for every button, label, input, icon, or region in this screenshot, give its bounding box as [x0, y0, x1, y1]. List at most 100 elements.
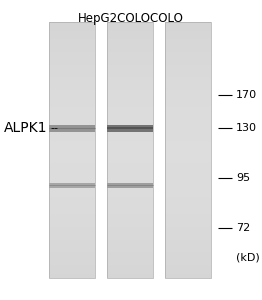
Bar: [107, 244, 153, 248]
Bar: [165, 43, 211, 48]
Bar: [165, 150, 211, 154]
Bar: [165, 112, 211, 116]
Bar: [49, 184, 95, 188]
Bar: [49, 248, 95, 252]
Bar: [165, 22, 211, 278]
Bar: [165, 223, 211, 227]
Bar: [49, 197, 95, 201]
Bar: [165, 176, 211, 180]
Bar: [165, 146, 211, 150]
Bar: [49, 124, 95, 129]
Text: 130: 130: [236, 123, 257, 133]
Bar: [49, 82, 95, 86]
Bar: [165, 116, 211, 120]
Bar: [49, 129, 95, 133]
Bar: [165, 133, 211, 137]
Bar: [107, 133, 153, 137]
Bar: [107, 124, 153, 129]
Bar: [107, 60, 153, 65]
Bar: [49, 257, 95, 261]
Bar: [49, 60, 95, 65]
Bar: [107, 180, 153, 184]
Bar: [165, 90, 211, 94]
Bar: [49, 120, 95, 124]
Bar: [49, 261, 95, 265]
Bar: [165, 163, 211, 167]
Bar: [107, 65, 153, 69]
Bar: [49, 227, 95, 231]
Bar: [107, 171, 153, 176]
Bar: [49, 77, 95, 82]
Bar: [165, 197, 211, 201]
Bar: [49, 154, 95, 158]
Bar: [49, 142, 95, 146]
Bar: [107, 103, 153, 107]
Bar: [107, 210, 153, 214]
Bar: [165, 129, 211, 133]
Bar: [165, 86, 211, 90]
Bar: [165, 227, 211, 231]
Bar: [49, 158, 95, 163]
Bar: [165, 31, 211, 35]
Bar: [165, 231, 211, 235]
Bar: [165, 158, 211, 163]
Bar: [107, 73, 153, 77]
Bar: [165, 218, 211, 223]
Text: ALPK1: ALPK1: [4, 121, 47, 135]
Bar: [165, 94, 211, 99]
Bar: [165, 48, 211, 52]
Text: 72: 72: [236, 223, 250, 233]
Bar: [165, 269, 211, 274]
Bar: [49, 65, 95, 69]
Bar: [107, 167, 153, 171]
Bar: [107, 22, 153, 26]
Bar: [165, 244, 211, 248]
Bar: [49, 103, 95, 107]
Bar: [49, 206, 95, 210]
Bar: [49, 43, 95, 48]
Bar: [49, 223, 95, 227]
Bar: [165, 180, 211, 184]
Bar: [49, 176, 95, 180]
Bar: [165, 274, 211, 278]
Bar: [107, 137, 153, 142]
Bar: [165, 265, 211, 269]
Bar: [107, 231, 153, 235]
Bar: [165, 124, 211, 129]
Bar: [49, 39, 95, 43]
Bar: [107, 107, 153, 112]
Bar: [165, 77, 211, 82]
Bar: [165, 248, 211, 252]
Bar: [107, 124, 153, 131]
Bar: [107, 182, 153, 188]
Bar: [107, 129, 153, 133]
Bar: [165, 103, 211, 107]
Bar: [165, 73, 211, 77]
Bar: [165, 252, 211, 257]
Bar: [107, 120, 153, 124]
Bar: [165, 201, 211, 206]
Bar: [107, 86, 153, 90]
Bar: [49, 90, 95, 94]
Bar: [165, 107, 211, 112]
Bar: [107, 214, 153, 218]
Bar: [165, 22, 211, 26]
Bar: [49, 146, 95, 150]
Bar: [107, 94, 153, 99]
Bar: [49, 73, 95, 77]
Bar: [107, 99, 153, 103]
Bar: [107, 56, 153, 60]
Bar: [49, 163, 95, 167]
Bar: [107, 201, 153, 206]
Bar: [49, 274, 95, 278]
Bar: [107, 274, 153, 278]
Bar: [165, 240, 211, 244]
Bar: [107, 26, 153, 31]
Bar: [107, 206, 153, 210]
Bar: [165, 69, 211, 73]
Bar: [165, 214, 211, 218]
Bar: [107, 150, 153, 154]
Bar: [49, 218, 95, 223]
Bar: [165, 154, 211, 158]
Bar: [107, 235, 153, 240]
